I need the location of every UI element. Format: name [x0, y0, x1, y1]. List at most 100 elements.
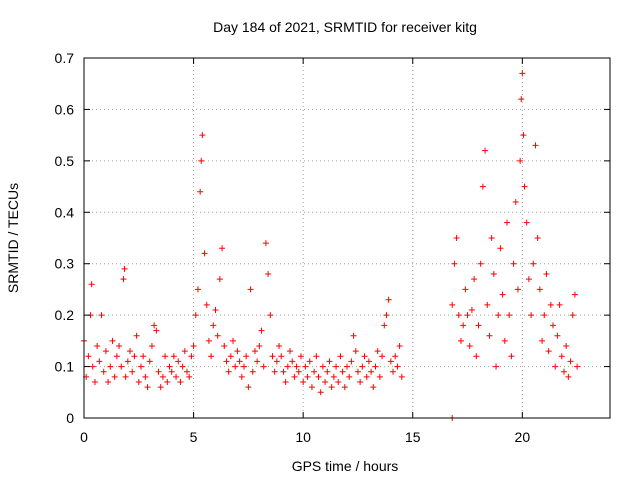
data-point [319, 363, 326, 370]
data-point [94, 343, 101, 349]
data-point [530, 260, 537, 267]
data-point [326, 358, 333, 365]
data-point [245, 384, 252, 391]
data-point [120, 276, 127, 283]
data-point [102, 348, 109, 355]
data-point [556, 301, 563, 308]
data-point [514, 286, 521, 293]
data-point [262, 240, 269, 247]
data-point [398, 373, 405, 380]
data-point [547, 301, 554, 308]
data-point [227, 353, 234, 360]
data-point [140, 353, 147, 360]
data-point [230, 337, 237, 344]
data-point [186, 373, 193, 380]
data-point [197, 188, 204, 195]
data-point [300, 379, 307, 385]
y-tick-label: 0.7 [55, 50, 75, 66]
data-point [471, 276, 478, 283]
y-tick-label: 0.2 [55, 307, 75, 323]
data-point [282, 379, 289, 385]
data-point [379, 353, 386, 360]
data-point [107, 363, 114, 370]
data-point [249, 368, 256, 375]
data-point [563, 343, 570, 349]
data-point [223, 358, 230, 365]
data-point [344, 363, 350, 370]
data-point [276, 343, 283, 349]
data-point [490, 271, 497, 277]
data-point [118, 363, 125, 370]
data-point [493, 363, 500, 370]
data-point [396, 343, 403, 349]
data-point [88, 281, 95, 288]
data-point [311, 368, 318, 375]
data-point [166, 363, 173, 370]
data-point [482, 147, 489, 154]
data-point [105, 379, 112, 385]
data-point [194, 286, 201, 293]
data-point [98, 312, 105, 319]
data-point [208, 353, 215, 360]
data-point [317, 389, 324, 396]
data-point [520, 132, 527, 139]
data-point [521, 183, 528, 190]
data-point [449, 301, 456, 308]
data-point [247, 286, 254, 293]
data-point [574, 363, 581, 370]
y-tick-label: 0.1 [55, 359, 75, 375]
y-tick-label: 0.4 [55, 204, 75, 220]
data-point [350, 332, 357, 339]
data-point [295, 368, 302, 375]
data-point [256, 343, 263, 349]
data-point [455, 312, 462, 319]
data-point [328, 384, 335, 391]
data-point [394, 363, 401, 370]
data-point [534, 235, 541, 241]
data-point [184, 368, 191, 375]
data-point [543, 271, 550, 277]
data-point [225, 368, 232, 375]
data-point [291, 373, 298, 380]
data-point [330, 373, 337, 380]
data-point [322, 379, 329, 385]
data-point [162, 353, 169, 360]
data-point [221, 343, 228, 349]
data-point [313, 353, 320, 360]
data-point [354, 368, 361, 375]
data-point [278, 353, 285, 360]
x-tick-label: 10 [295, 429, 311, 445]
data-point [177, 379, 184, 385]
data-point [536, 286, 543, 293]
data-point [451, 260, 458, 267]
data-point [475, 322, 482, 329]
data-point [85, 353, 92, 360]
data-point [190, 343, 197, 349]
data-point [159, 373, 166, 380]
data-point [289, 358, 296, 365]
data-point [532, 142, 539, 149]
data-point [203, 301, 210, 308]
data-point [234, 348, 241, 355]
data-point [238, 373, 245, 380]
data-point [567, 358, 574, 365]
data-point [124, 358, 131, 365]
data-point [232, 363, 239, 370]
data-point [109, 337, 116, 344]
data-point [236, 358, 243, 365]
data-point [381, 322, 388, 329]
y-tick-label: 0.3 [55, 256, 75, 272]
data-point [339, 368, 346, 375]
data-point [146, 358, 153, 365]
data-point [258, 327, 265, 334]
y-tick-label: 0 [66, 410, 74, 426]
data-point [240, 363, 247, 370]
chart-title: Day 184 of 2021, SRMTID for receiver kit… [213, 19, 477, 35]
data-point [315, 373, 322, 380]
data-point [528, 312, 535, 319]
data-point [499, 291, 506, 298]
grid-lines [84, 58, 610, 418]
x-tick-label: 15 [405, 429, 421, 445]
data-point [488, 235, 495, 241]
data-point [188, 353, 195, 360]
